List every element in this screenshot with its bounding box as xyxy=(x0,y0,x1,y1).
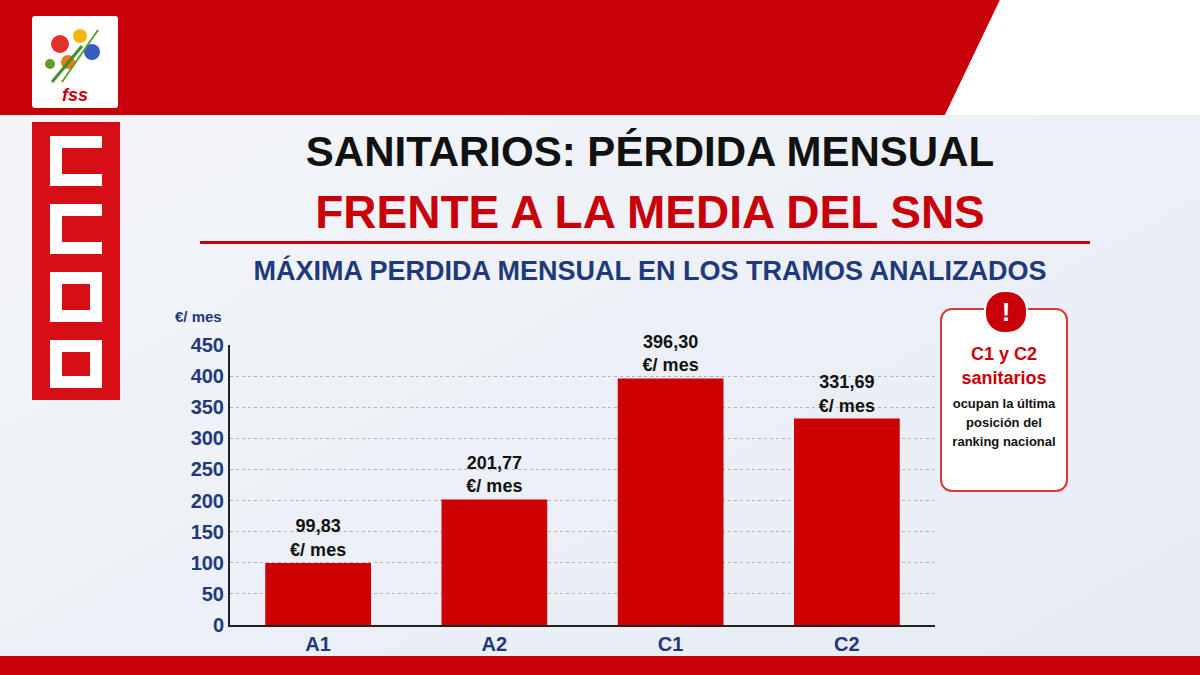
svg-text:331,69€/ mes: 331,69€/ mes xyxy=(819,372,875,415)
svg-text:250: 250 xyxy=(191,458,224,480)
html-text:ocupan la última posición del: ocupan la última posición del ranking na… xyxy=(952,396,1056,449)
html-text:fss: fss xyxy=(62,85,88,105)
svg-text:150: 150 xyxy=(191,521,224,543)
svg-text:A1: A1 xyxy=(305,633,331,655)
html-text:FRENTE A LA MEDIA DEL SNS: FRENTE A LA MEDIA DEL SNS xyxy=(315,186,985,238)
svg-text:201,77€/ mes: 201,77€/ mes xyxy=(466,453,522,496)
html-text:MÁXIMA PERDIDA MENSUAL EN LOS: MÁXIMA PERDIDA MENSUAL EN LOS TRAMOS ANA… xyxy=(253,256,1047,286)
svg-text:A2: A2 xyxy=(482,633,508,655)
svg-text:0: 0 xyxy=(213,614,224,636)
svg-text:396,30€/ mes: 396,30€/ mes xyxy=(643,332,699,375)
svg-text:€/ mes: €/ mes xyxy=(175,308,222,325)
svg-text:200: 200 xyxy=(191,490,224,512)
svg-text:350: 350 xyxy=(191,396,224,418)
html-text:C1 y C2 sanitarios: C1 y C2 sanitarios xyxy=(961,344,1047,388)
svg-text:450: 450 xyxy=(191,334,224,356)
svg-text:100: 100 xyxy=(191,552,224,574)
svg-text:C2: C2 xyxy=(834,633,860,655)
svg-text:400: 400 xyxy=(191,365,224,387)
svg-text:300: 300 xyxy=(191,427,224,449)
svg-text:99,83€/ mes: 99,83€/ mes xyxy=(290,516,346,559)
svg-text:50: 50 xyxy=(202,583,224,605)
html-text:SANITARIOS: PÉRDIDA MENSUAL: SANITARIOS: PÉRDIDA MENSUAL xyxy=(305,128,995,175)
svg-text:C1: C1 xyxy=(658,633,684,655)
